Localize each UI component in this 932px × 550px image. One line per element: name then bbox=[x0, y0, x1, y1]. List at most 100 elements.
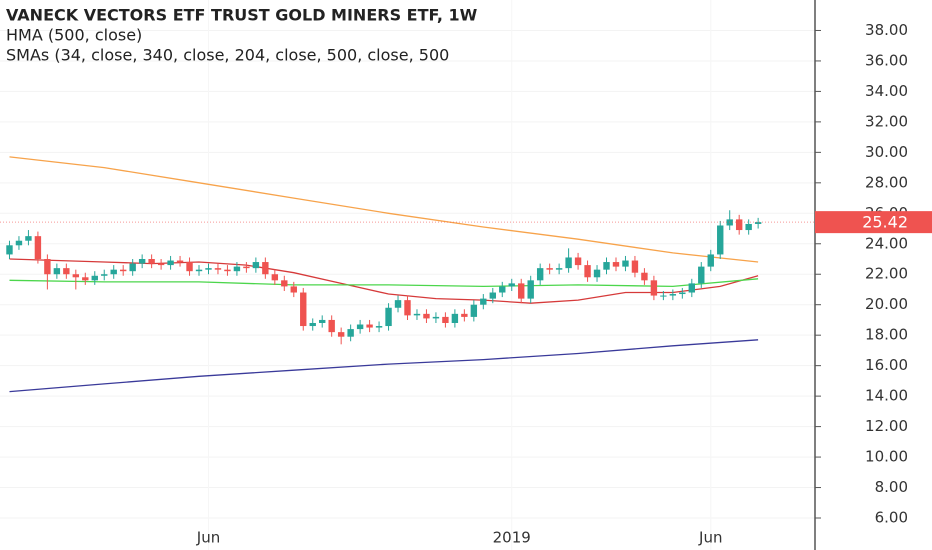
moving-average-line bbox=[9, 339, 759, 393]
plot-area bbox=[0, 156, 815, 393]
candle-body bbox=[480, 298, 487, 305]
candle-body bbox=[82, 277, 89, 281]
candle-body bbox=[72, 274, 80, 278]
candle-body bbox=[394, 300, 402, 308]
candle-body bbox=[470, 304, 478, 317]
candle-body bbox=[754, 222, 762, 224]
candle-body bbox=[110, 269, 117, 275]
candle-body bbox=[271, 274, 279, 281]
candle-body bbox=[385, 307, 392, 327]
candle-body bbox=[660, 295, 667, 297]
y-tick-label: 36.00 bbox=[865, 51, 908, 69]
candle-body bbox=[423, 313, 430, 319]
candle-body bbox=[34, 236, 42, 260]
candle-body bbox=[555, 268, 563, 270]
candle-body bbox=[157, 263, 165, 266]
candle-body bbox=[650, 280, 658, 296]
y-tick-label: 20.00 bbox=[865, 295, 908, 313]
candle-body bbox=[281, 280, 288, 287]
candle-body bbox=[15, 240, 23, 246]
candle-body bbox=[717, 225, 724, 255]
candle-body bbox=[129, 263, 136, 272]
candle-body bbox=[584, 265, 591, 278]
candle-body bbox=[148, 259, 155, 264]
candle-body bbox=[527, 280, 534, 299]
y-tick-label: 6.00 bbox=[875, 509, 908, 527]
y-tick-label: 18.00 bbox=[865, 326, 908, 344]
candle-body bbox=[679, 292, 686, 295]
candle-body bbox=[612, 262, 620, 267]
candle-body bbox=[195, 269, 203, 272]
grid bbox=[0, 29, 815, 519]
candle-body bbox=[186, 262, 193, 272]
candle-body bbox=[6, 245, 13, 255]
candle-body bbox=[518, 283, 525, 299]
y-tick-label: 16.00 bbox=[865, 356, 908, 374]
y-tick-label: 10.00 bbox=[865, 448, 908, 466]
legend: VANECK VECTORS ETF TRUST GOLD MINERS ETF… bbox=[6, 6, 478, 65]
candle-body bbox=[167, 260, 174, 266]
y-tick-label: 14.00 bbox=[865, 387, 908, 405]
candle-body bbox=[698, 266, 705, 284]
candle-body bbox=[63, 268, 70, 275]
y-tick-label: 32.00 bbox=[865, 112, 908, 130]
indicator-label: SMAs (34, close, 340, close, 204, close,… bbox=[6, 46, 449, 65]
candle-body bbox=[91, 275, 98, 281]
y-tick-label: 12.00 bbox=[865, 417, 908, 435]
candle-body bbox=[233, 266, 241, 272]
candle-body bbox=[413, 313, 421, 316]
candle-body bbox=[347, 329, 354, 337]
candle-body bbox=[735, 219, 743, 231]
candle-body bbox=[546, 268, 553, 270]
candle-body bbox=[224, 269, 231, 272]
candle-body bbox=[44, 259, 51, 275]
last-price-badge bbox=[815, 211, 932, 234]
candle-body bbox=[309, 322, 316, 327]
candle-body bbox=[243, 266, 250, 269]
candle-body bbox=[319, 319, 326, 323]
candle-body bbox=[404, 300, 411, 316]
candle-body bbox=[461, 313, 468, 317]
candle-body bbox=[593, 269, 601, 278]
candle-body bbox=[214, 268, 222, 270]
y-tick-label: 34.00 bbox=[865, 82, 908, 100]
candle-body bbox=[53, 268, 61, 275]
chart-title: VANECK VECTORS ETF TRUST GOLD MINERS ETF… bbox=[6, 6, 478, 25]
candle-body bbox=[508, 283, 515, 287]
candle-body bbox=[432, 316, 440, 319]
candle-body bbox=[565, 257, 572, 269]
candle-body bbox=[669, 294, 677, 296]
candle-body bbox=[641, 272, 648, 281]
candle-body bbox=[451, 313, 459, 323]
candle-body bbox=[366, 324, 373, 328]
x-tick-label: Jun bbox=[698, 529, 722, 547]
candle-body bbox=[25, 236, 32, 241]
candle-body bbox=[176, 260, 184, 263]
candle-body bbox=[688, 283, 696, 293]
candle-body bbox=[138, 259, 146, 264]
candle-body bbox=[262, 262, 269, 275]
candle-body bbox=[499, 286, 506, 293]
moving-average-line bbox=[9, 258, 759, 304]
candle-body bbox=[252, 262, 260, 269]
moving-average-line bbox=[9, 278, 759, 288]
indicator-label: HMA (500, close) bbox=[6, 26, 142, 45]
candle-body bbox=[300, 292, 307, 327]
candle-body bbox=[574, 257, 582, 266]
candle-body bbox=[707, 254, 714, 267]
candle-body bbox=[119, 269, 127, 272]
last-price-label: 25.42 bbox=[862, 213, 908, 232]
candle-body bbox=[337, 332, 345, 337]
candle-body bbox=[205, 268, 212, 270]
y-tick-label: 30.00 bbox=[865, 143, 908, 161]
y-tick-label: 8.00 bbox=[875, 478, 908, 496]
candle-body bbox=[290, 286, 297, 293]
moving-average-line bbox=[9, 156, 759, 263]
candle-body bbox=[375, 326, 383, 328]
axis-labels: 6.00 8.00 10.00 12.00 14.00 16.00 18.00 20.00 22… bbox=[196, 21, 932, 547]
candle-body bbox=[603, 262, 610, 270]
candle-body bbox=[622, 260, 629, 267]
candle-body bbox=[328, 319, 335, 333]
x-tick-label: 2019 bbox=[493, 529, 531, 547]
candle-body bbox=[442, 316, 449, 323]
